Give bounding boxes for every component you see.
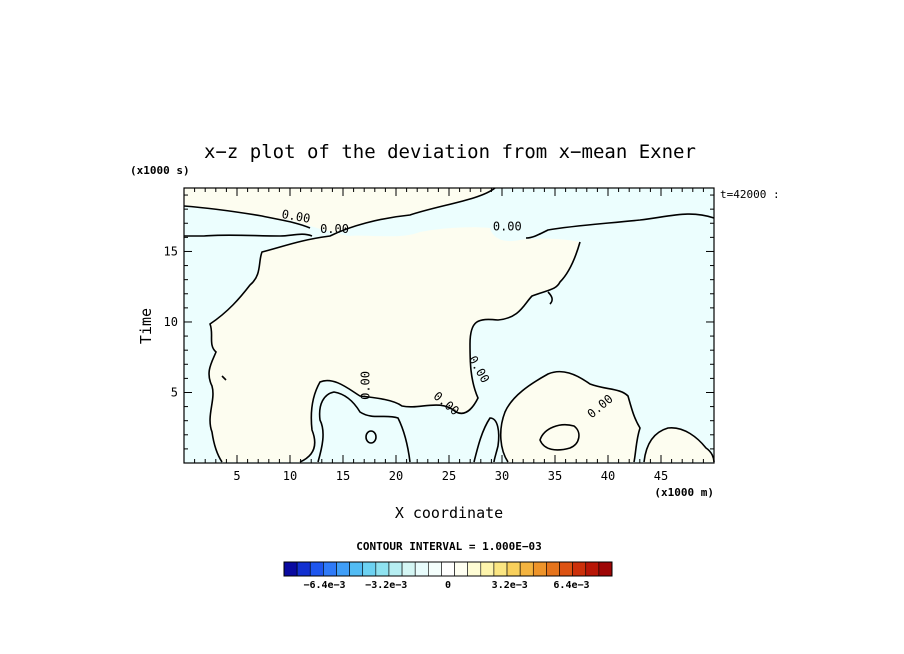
contour-label: 0.00 xyxy=(320,222,349,236)
y-tick-label: 5 xyxy=(171,385,178,399)
contour-plot-area: 0.000.00 0.000.000.000.000.00 xyxy=(183,187,715,464)
colorbar-swatch xyxy=(283,561,298,577)
negative-region-bottom-mid xyxy=(474,418,499,462)
colorbar-swatch xyxy=(349,561,364,577)
colorbar-swatch xyxy=(388,561,403,577)
contour-line-left-notch xyxy=(221,375,227,381)
contour-line-lobe-right xyxy=(499,370,641,463)
x-tick-label: 25 xyxy=(442,469,456,483)
colorbar-swatch xyxy=(428,561,442,577)
x-axis-unit: (x1000 m) xyxy=(654,486,714,499)
colorbar-swatch xyxy=(559,561,573,577)
colorbar-swatch xyxy=(414,561,429,577)
negative-region-bottom-left xyxy=(318,392,410,462)
colorbar-tick-label: 3.2e−3 xyxy=(492,580,528,591)
colorbar-swatch xyxy=(585,561,600,577)
x-tick-label: 5 xyxy=(233,469,240,483)
x-tick-label: 40 xyxy=(601,469,615,483)
colorbar-frame xyxy=(283,561,613,577)
contour-line-middle xyxy=(299,241,581,463)
positive-region-bottom-right xyxy=(644,427,714,462)
contour-line-main xyxy=(208,187,496,463)
contour-interval-text: CONTOUR INTERVAL = 1.000E−03 xyxy=(356,540,541,553)
positive-region-lower-right xyxy=(500,371,640,462)
x-axis-label: X coordinate xyxy=(395,504,503,522)
contour-line-lobe-far-right xyxy=(643,427,715,463)
contour-line-upper-pocket xyxy=(547,291,553,305)
time-stamp-label: t=42000 : xyxy=(720,188,780,201)
colorbar-swatch xyxy=(309,561,324,577)
colorbar-swatch xyxy=(493,561,508,577)
axis-minor-ticks xyxy=(184,188,714,463)
contour-line-pocket-mid xyxy=(473,417,500,463)
x-tick-label: 15 xyxy=(336,469,350,483)
x-tick-label: 45 xyxy=(654,469,668,483)
colorbar-swatch xyxy=(296,561,311,577)
contour-line-top-right xyxy=(525,213,715,239)
colorbar-swatch xyxy=(480,561,495,577)
colorbar-swatch xyxy=(519,561,534,577)
colorbar-tick-label: −3.2e−3 xyxy=(365,580,407,591)
negative-region-topleft xyxy=(184,206,310,236)
colorbar-swatch xyxy=(532,561,547,577)
zero-contour-lines xyxy=(183,187,715,463)
colorbar-swatch xyxy=(375,561,390,577)
colorbar-swatch xyxy=(336,561,350,577)
colorbar-swatch xyxy=(546,561,560,577)
contour-label: 0.00 xyxy=(281,207,312,226)
contour-line-top-left xyxy=(183,205,313,237)
chart-title: x−z plot of the deviation from x−mean Ex… xyxy=(204,141,696,163)
colorbar-tick-labels: −6.4e−3 −3.2e−3 0 3.2e−3 6.4e−3 xyxy=(303,580,589,591)
colorbar-tick-label: 0 xyxy=(445,580,451,591)
colorbar-tick-label: 6.4e−3 xyxy=(553,580,589,591)
x-tick-label: 35 xyxy=(548,469,562,483)
x-tick-label: 10 xyxy=(283,469,297,483)
contour-label: 0.00 xyxy=(493,219,522,233)
colorbar-swatch xyxy=(572,561,587,577)
y-tick-label: 10 xyxy=(164,315,178,329)
colorbar-swatch xyxy=(467,561,482,577)
contour-small-loop xyxy=(365,430,377,444)
contour-line-inner-ring xyxy=(539,424,580,451)
y-axis-label: Time xyxy=(137,308,155,344)
colorbar-swatch xyxy=(506,561,521,577)
colorbar-swatch xyxy=(323,561,337,577)
y-axis-ticks: 5 10 15 xyxy=(164,244,714,399)
y-tick-label: 15 xyxy=(164,244,178,258)
colorbar xyxy=(283,561,613,577)
colorbar-swatch xyxy=(454,561,468,577)
colorbar-swatch xyxy=(598,561,613,577)
contour-label: 0.00 xyxy=(359,371,373,400)
colorbar-swatch xyxy=(362,561,377,577)
x-axis-ticks: 5 10 15 20 25 30 35 40 45 xyxy=(233,188,668,483)
positive-region-main xyxy=(184,188,580,462)
colorbar-swatch xyxy=(401,561,416,577)
x-tick-label: 30 xyxy=(495,469,509,483)
colorbar-swatch xyxy=(441,561,455,577)
contour-line-pocket-left xyxy=(317,391,411,463)
x-tick-label: 20 xyxy=(389,469,403,483)
colorbar-tick-label: −6.4e−3 xyxy=(303,580,345,591)
y-axis-unit: (x1000 s) xyxy=(130,164,190,177)
